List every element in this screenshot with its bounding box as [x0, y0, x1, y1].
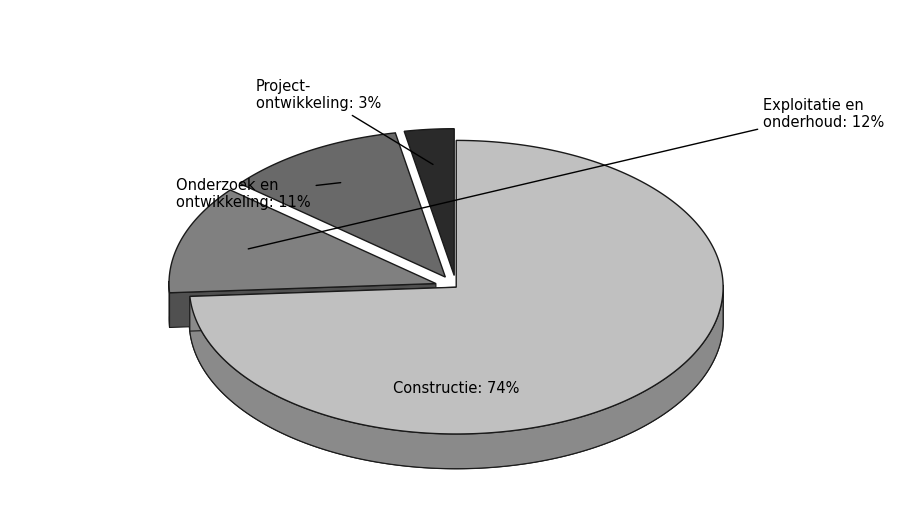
Polygon shape — [240, 133, 445, 277]
Polygon shape — [169, 283, 436, 328]
Polygon shape — [169, 190, 436, 293]
Polygon shape — [189, 287, 722, 469]
Text: Exploitatie en
onderhoud: 12%: Exploitatie en onderhoud: 12% — [248, 97, 883, 249]
Polygon shape — [189, 285, 722, 469]
Polygon shape — [189, 287, 456, 331]
Polygon shape — [403, 129, 454, 276]
Text: Onderzoek en
ontwikkeling: 11%: Onderzoek en ontwikkeling: 11% — [176, 178, 340, 210]
Text: Project-
ontwikkeling: 3%: Project- ontwikkeling: 3% — [255, 79, 433, 165]
Text: Constructie: 74%: Constructie: 74% — [392, 381, 519, 396]
Polygon shape — [189, 140, 722, 434]
